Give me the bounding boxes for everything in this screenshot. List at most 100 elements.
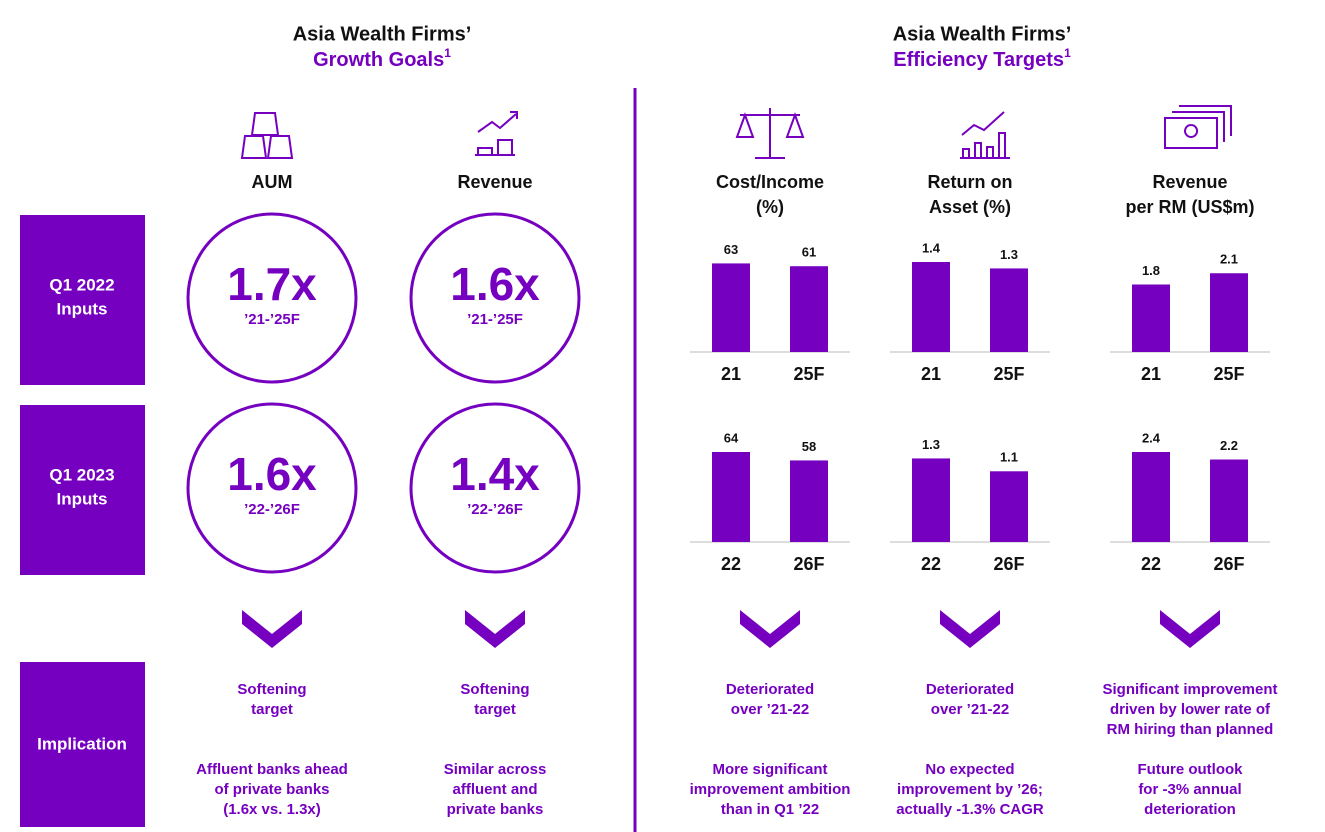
bar [790, 266, 828, 352]
implication-text: Deteriorated [926, 681, 1014, 698]
row-label: Q1 2022 [49, 275, 114, 294]
column-label: per RM (US$m) [1125, 197, 1254, 217]
bar-label: 1.1 [1000, 450, 1018, 465]
subtitle-text: Growth Goals [313, 49, 444, 71]
goal-circle [409, 402, 581, 574]
implication-text: Similar across [444, 761, 547, 778]
left-title: Asia Wealth Firms’ [293, 23, 472, 45]
implication-text: driven by lower rate of [1110, 701, 1271, 718]
implication-text: Softening [237, 681, 306, 698]
implication-text: over ’21-22 [931, 701, 1009, 718]
column-label: (%) [756, 197, 784, 217]
column-label: Revenue [457, 172, 532, 192]
category-label: 25F [793, 364, 824, 384]
icons [240, 105, 1232, 159]
implication-text: of private banks [214, 781, 329, 798]
goal-circle [186, 212, 358, 384]
row-box [20, 215, 145, 385]
chevron [465, 610, 525, 648]
category-label: 25F [993, 364, 1024, 384]
bar [912, 458, 950, 542]
category-label: 26F [993, 554, 1024, 574]
implication-text: Deteriorated [726, 681, 814, 698]
implication-text: Affluent banks ahead [196, 761, 348, 778]
category-label: 26F [793, 554, 824, 574]
implication-text: No expected [925, 761, 1014, 778]
bar [1210, 273, 1248, 352]
implication-text: affluent and [453, 781, 538, 798]
implication-text: target [474, 701, 516, 718]
roa-icon [960, 111, 1010, 159]
implication-text: private banks [447, 801, 544, 818]
chevron [940, 610, 1000, 648]
implication-text: improvement by ’26; [897, 781, 1043, 798]
chevron [242, 610, 302, 648]
implication-text: More significant [712, 761, 827, 778]
chevron [740, 610, 800, 648]
goal-period: ’22-’26F [244, 501, 300, 518]
column-label: Asset (%) [929, 197, 1011, 217]
column-label: AUM [252, 172, 293, 192]
row-box [20, 662, 145, 827]
money-icon [1164, 105, 1232, 149]
bar-label: 58 [802, 439, 816, 454]
bar [990, 471, 1028, 542]
goal-value: 1.7x [227, 258, 317, 310]
category-label: 22 [721, 554, 741, 574]
scale-icon [735, 108, 805, 159]
right-subtitle: Efficiency Targets1 [893, 46, 1071, 71]
column-label: Revenue [1152, 172, 1227, 192]
goal-value: 1.6x [450, 258, 540, 310]
bar-label: 64 [724, 430, 739, 445]
goal-period: ’21-’25F [467, 311, 523, 328]
bar [990, 268, 1028, 352]
right-title: Asia Wealth Firms’ [893, 23, 1072, 45]
subtitle-text: Efficiency Targets [893, 49, 1064, 71]
implication-text: actually -1.3% CAGR [896, 801, 1044, 818]
implication-text: for -3% annual [1138, 781, 1241, 798]
implication-text: RM hiring than planned [1107, 721, 1274, 738]
category-label: 22 [1141, 554, 1161, 574]
goal-period: ’21-’25F [244, 311, 300, 328]
implication-text: (1.6x vs. 1.3x) [223, 801, 321, 818]
implication-text: Significant improvement [1102, 681, 1277, 698]
category-label: 21 [721, 364, 741, 384]
category-label: 21 [921, 364, 941, 384]
row-label: Inputs [57, 489, 108, 508]
row-label: Q1 2023 [49, 465, 114, 484]
column-label: Return on [928, 172, 1013, 192]
bar-label: 1.4 [922, 240, 941, 255]
implication-text: than in Q1 ’22 [721, 801, 819, 818]
implication-text: Softening [460, 681, 529, 698]
footnote-mark: 1 [444, 46, 451, 60]
footnote-mark: 1 [1064, 46, 1071, 60]
bar [790, 460, 828, 542]
bar-label: 1.8 [1142, 263, 1160, 278]
bar-label: 2.4 [1142, 430, 1161, 445]
row-box [20, 405, 145, 575]
bar [1132, 452, 1170, 542]
implication-text: deterioration [1144, 801, 1236, 818]
row-label: Implication [37, 734, 127, 753]
implication-text: Future outlook [1138, 761, 1244, 778]
category-label: 26F [1213, 554, 1244, 574]
bar-label: 1.3 [922, 437, 940, 452]
bar-label: 61 [802, 245, 816, 260]
implication-text: target [251, 701, 293, 718]
bar-label: 2.1 [1220, 252, 1238, 267]
category-label: 25F [1213, 364, 1244, 384]
bar [1210, 459, 1248, 542]
chevron [1160, 610, 1220, 648]
column-label: Cost/Income [716, 172, 824, 192]
bar-label: 2.2 [1220, 438, 1238, 453]
goal-period: ’22-’26F [467, 501, 523, 518]
category-label: 21 [1141, 364, 1161, 384]
implication-text: over ’21-22 [731, 701, 809, 718]
goal-circle [409, 212, 581, 384]
bar [1132, 284, 1170, 352]
revenue-icon [475, 111, 518, 156]
goal-circle [186, 402, 358, 574]
row-label: Inputs [57, 299, 108, 318]
bar [712, 263, 750, 352]
